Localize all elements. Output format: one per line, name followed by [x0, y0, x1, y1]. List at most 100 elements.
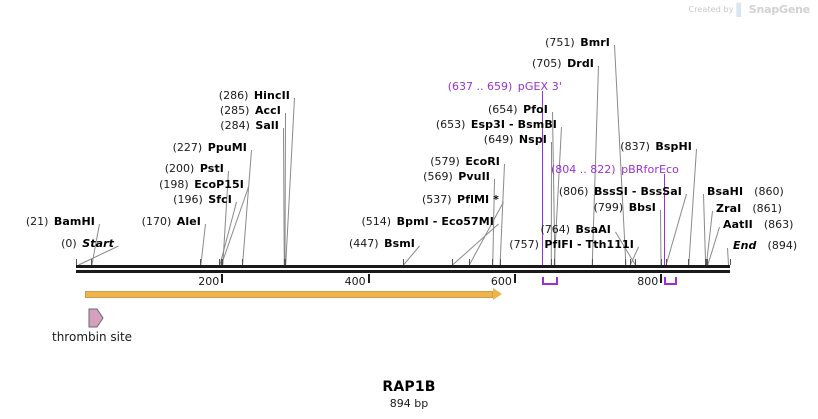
leader-bsssi-bsssai [665, 193, 687, 266]
enzyme-label-bmri[interactable]: (751) BmrI [545, 37, 610, 48]
site-tick [499, 259, 501, 265]
enzyme-label-bsaai[interactable]: (764) BsaAI [540, 224, 611, 235]
enzyme-name: BmrI [580, 36, 610, 49]
enzyme-name: BsmI [384, 237, 415, 250]
site-tick [625, 259, 627, 265]
site-tick [222, 259, 224, 265]
site-tick [492, 259, 494, 265]
feature-name: pBRforEco [621, 163, 679, 176]
feature-bracket-pbrforeco[interactable] [664, 277, 678, 285]
enzyme-name: NspI [518, 133, 547, 146]
enzyme-label-pflmi-[interactable]: (537) PflMI * [422, 194, 499, 205]
enzyme-position: (653) [435, 118, 466, 131]
feature-label-pgex-3-[interactable]: (637 .. 659) pGEX 3' [448, 81, 562, 92]
site-tick [591, 259, 593, 265]
enzyme-position: (860) [754, 185, 784, 198]
enzyme-position: (861) [752, 202, 782, 215]
enzyme-position: (537) [421, 193, 452, 206]
enzyme-label-sfci[interactable]: (196) SfcI [173, 194, 232, 205]
enzyme-position: (286) [218, 89, 249, 102]
site-tick [200, 259, 202, 265]
site-tick [242, 259, 244, 265]
site-tick [468, 259, 470, 265]
enzyme-position: (649) [483, 133, 514, 146]
thrombin-site-glyph[interactable] [88, 305, 106, 331]
enzyme-name: AleI [176, 215, 201, 228]
ruler-tick-800 [660, 274, 663, 283]
orf-arrow-body[interactable] [84, 291, 493, 298]
enzyme-name: SalI [255, 119, 279, 132]
enzyme-label-bsphi[interactable]: (837) BspHI [620, 141, 692, 152]
enzyme-label-pflfi-tth111i[interactable]: (757) PflFI - Tth111I [509, 239, 634, 250]
enzyme-name: BspHI [655, 140, 692, 153]
orf-arrow-head-icon [492, 288, 502, 300]
enzyme-label-bpmi-eco57mi[interactable]: (514) BpmI - Eco57MI [362, 216, 494, 227]
enzyme-label-start[interactable]: (0) Start [61, 238, 114, 249]
enzyme-position: (514) [361, 215, 392, 228]
enzyme-label-end[interactable]: End (894) [733, 240, 797, 251]
snapgene-logo-icon: ▌ [736, 2, 746, 17]
leader-bsahi [703, 193, 707, 266]
enzyme-name: PfoI [523, 103, 548, 116]
enzyme-label-alei[interactable]: (170) AleI [142, 216, 201, 227]
site-tick [707, 259, 709, 265]
sequence-backbone-bottom [76, 270, 730, 273]
enzyme-position: (863) [763, 218, 794, 231]
ruler-tick-400 [367, 274, 370, 283]
enzyme-label-drdi[interactable]: (705) DrdI [532, 58, 594, 69]
enzyme-label-psti[interactable]: (200) PstI [165, 163, 224, 174]
leader-bsphi [688, 148, 697, 266]
site-tick [634, 259, 636, 265]
sequence-backbone-top [76, 265, 730, 268]
enzyme-label-aatii[interactable]: AatII (863) [723, 219, 793, 230]
site-tick [553, 259, 555, 265]
enzyme-label-zrai[interactable]: ZraI (861) [716, 203, 782, 214]
enzyme-position: (0) [61, 237, 77, 250]
enzyme-label-esp3i-bsmbi[interactable]: (653) Esp3I - BsmBI [436, 119, 557, 130]
enzyme-position: (198) [159, 178, 189, 191]
enzyme-label-bsmi[interactable]: (447) BsmI [349, 238, 415, 249]
site-tick [550, 259, 552, 265]
feature-bracket-pgex-3-[interactable] [541, 277, 559, 285]
enzyme-position: (196) [173, 193, 203, 206]
enzyme-label-ppumi[interactable]: (227) PpuMI [173, 142, 247, 153]
enzyme-name: ZraI [716, 202, 742, 215]
enzyme-label-pvuii[interactable]: (569) PvuII [423, 171, 490, 182]
site-tick [665, 259, 667, 265]
enzyme-label-bbsi[interactable]: (799) BbsI [594, 202, 656, 213]
enzyme-name: DrdI [567, 57, 594, 70]
enzyme-label-bsahi[interactable]: BsaHI (860) [707, 186, 784, 197]
site-tick [705, 259, 707, 265]
enzyme-name: PvuII [458, 170, 490, 183]
site-tick [91, 259, 93, 265]
enzyme-label-ecori[interactable]: (579) EcoRI [430, 156, 500, 167]
enzyme-position: (806) [558, 185, 589, 198]
ruler-tick-200 [221, 274, 224, 283]
enzyme-position: (837) [620, 140, 650, 153]
feature-label-pbrforeco[interactable]: (804 .. 822) pBRforEco [551, 164, 679, 175]
site-tick [452, 259, 453, 265]
enzyme-position: (285) [219, 104, 250, 117]
enzyme-label-acci[interactable]: (285) AccI [220, 105, 281, 116]
feature-range: (637 .. 659) [447, 80, 513, 93]
enzyme-position: (21) [25, 215, 49, 228]
enzyme-position: (894) [767, 239, 798, 252]
enzyme-label-bamhi[interactable]: (21) BamHI [26, 216, 95, 227]
enzyme-name: PflFI - Tth111I [544, 238, 634, 251]
enzyme-label-bsssi-bsssai[interactable]: (806) BssSI - BssSaI [559, 186, 682, 197]
enzyme-name: BssSI - BssSaI [593, 185, 682, 198]
ruler-label-200: 200 [198, 275, 220, 288]
enzyme-label-ecop15i[interactable]: (198) EcoP15I [159, 179, 244, 190]
enzyme-name: EcoP15I [194, 178, 244, 191]
enzyme-label-hincii[interactable]: (286) HincII [219, 90, 290, 101]
enzyme-label-pfoi[interactable]: (654) PfoI [488, 104, 548, 115]
snapgene-watermark: Created by ▌ SnapGene [689, 2, 811, 17]
enzyme-position: (579) [430, 155, 460, 168]
enzyme-label-sali[interactable]: (284) SalI [220, 120, 279, 131]
site-tick [660, 259, 662, 265]
feature-range: (804 .. 822) [551, 163, 616, 176]
enzyme-name: SfcI [208, 193, 232, 206]
leader-pflmi- [468, 201, 504, 266]
enzyme-label-nspi[interactable]: (649) NspI [484, 134, 547, 145]
enzyme-name: PpuMI [207, 141, 247, 154]
